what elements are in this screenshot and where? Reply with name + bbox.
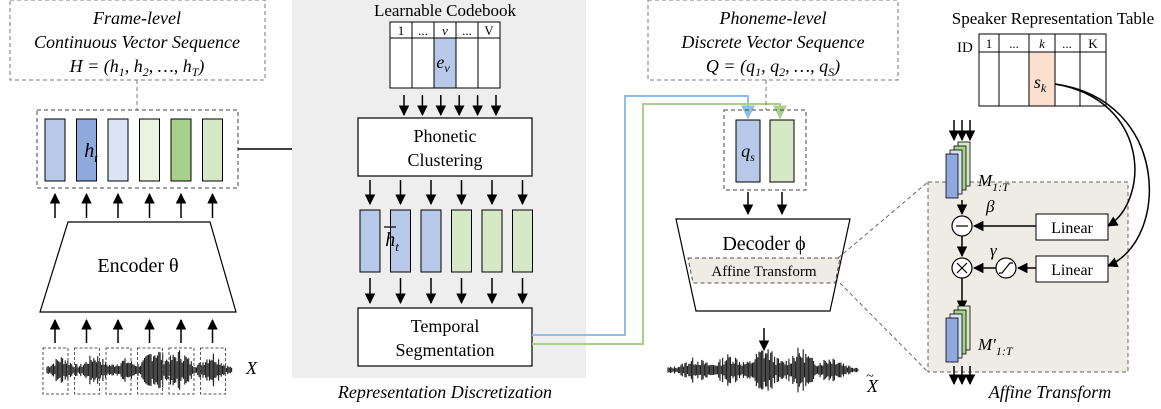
frame-vector <box>170 118 192 182</box>
linear1-label: Linear <box>1051 220 1093 237</box>
input-frame-window <box>168 347 195 395</box>
phoneme-vector-green <box>769 119 795 183</box>
waveform-trace <box>46 350 233 390</box>
linear1-box <box>1035 213 1109 241</box>
input-waveform <box>46 350 233 390</box>
speaker-to-linear1-curve <box>1054 83 1136 227</box>
speaker-index-dots-1: ... <box>1009 36 1019 51</box>
left-section: Frame-level Continuous Vector Sequence H… <box>9 0 357 395</box>
phonetic-clustering-box <box>357 117 533 177</box>
linear2-label: Linear <box>1051 262 1093 279</box>
waveform-trace <box>667 347 859 393</box>
gamma-label: γ <box>990 241 998 260</box>
quantized-vector <box>420 209 442 273</box>
speaker-table: 1 ... k ... K sk <box>978 33 1107 107</box>
input-frame-window <box>74 347 100 395</box>
frame-vector <box>139 118 160 182</box>
output-label: X~ <box>866 369 879 396</box>
frame-vectors <box>44 118 223 182</box>
segmentation-to-phoneme-green-line <box>532 103 787 345</box>
decoder-section: Phoneme-level Discrete Vector Sequence Q… <box>647 0 929 396</box>
output-waveform <box>667 347 859 393</box>
codebook-table: 1 ... v ... V ev <box>389 21 501 89</box>
beta-label: β <box>985 197 995 216</box>
codebook-down-arrows <box>398 95 502 117</box>
encoder-block <box>39 221 237 313</box>
frame-vector <box>107 118 129 182</box>
codebook-index-V: V <box>484 23 494 38</box>
codebook-index-v: v <box>442 23 448 38</box>
zoom-line-bottom <box>839 282 929 373</box>
phoneme-level-title: Phoneme-level <box>719 8 827 28</box>
m-prime-stack <box>945 305 971 363</box>
quantized-vector <box>390 209 411 273</box>
frame-vector <box>44 118 66 182</box>
affine-input-arrows <box>948 120 976 142</box>
speaker-entry <box>1028 51 1056 107</box>
clustering-down-arrows <box>364 180 528 206</box>
temporal-segmentation-line2: Segmentation <box>396 340 495 360</box>
decoder-label: Decoder ϕ <box>722 233 805 255</box>
speaker-index-1: 1 <box>986 36 993 51</box>
phoneme-level-formula: Q = (q1, q2, …, qS) <box>706 56 840 79</box>
input-frame-window <box>42 347 69 395</box>
zoom-line-top <box>837 181 929 259</box>
input-frame-window <box>105 347 132 395</box>
encoder-label: Encoder θ <box>97 255 178 277</box>
speaker-table-title: Speaker Representation Table <box>952 9 1154 28</box>
quantized-vector <box>359 209 381 273</box>
quantized-vector <box>451 209 472 273</box>
frame-level-title: Frame-level <box>92 8 181 28</box>
speaker-section: Speaker Representation Table ID 1 ... k … <box>927 9 1154 402</box>
codebook-title: Learnable Codebook <box>374 1 517 20</box>
frame-level-formula: H = (h1, h2, …, hT) <box>69 56 205 79</box>
speaker-index-k: k <box>1039 36 1045 51</box>
input-frame-window <box>200 347 226 395</box>
quantized-vector <box>512 209 533 273</box>
codebook-index-dots-1: ... <box>418 23 428 38</box>
frame-level-subtitle: Continuous Vector Sequence <box>34 32 240 52</box>
speaker-index-K: K <box>1088 36 1098 51</box>
input-frames <box>42 347 226 395</box>
input-frame-window <box>137 347 163 395</box>
speaker-table-id-label: ID <box>957 40 973 56</box>
quantized-vector <box>481 209 503 273</box>
codebook-index-dots-2: ... <box>462 23 472 38</box>
phoneme-vectors-box <box>723 109 807 191</box>
input-up-arrows <box>49 318 218 343</box>
affine-transform-inner-box <box>687 257 841 284</box>
linear2-box <box>1035 255 1109 283</box>
frame-vector <box>76 118 97 182</box>
representation-discretization-section: Learnable Codebook 1 ... v ... V ev Phon… <box>292 0 787 402</box>
quantized-vectors <box>359 209 533 273</box>
speaker-to-linear2-curve <box>1054 83 1151 268</box>
phoneme-level-label-box <box>647 0 899 81</box>
affine-panel-caption: Affine Transform <box>988 382 1112 402</box>
affine-output-arrows <box>948 366 976 386</box>
phonetic-clustering-line1: Phonetic <box>414 126 477 146</box>
phonetic-clustering-line2: Clustering <box>408 150 483 170</box>
temporal-segmentation-box <box>357 307 533 367</box>
codebook-index-1: 1 <box>398 23 405 38</box>
discretization-caption: Representation Discretization <box>337 382 552 402</box>
input-label: X <box>245 358 258 378</box>
m-stack <box>945 141 971 199</box>
phoneme-vector-blue <box>735 119 761 183</box>
quantized-down-arrows <box>364 278 528 305</box>
phoneme-level-subtitle: Discrete Vector Sequence <box>680 32 864 52</box>
affine-transform-inner-label: Affine Transform <box>711 264 816 280</box>
speaker-index-dots-2: ... <box>1062 36 1072 51</box>
temporal-segmentation-line1: Temporal <box>411 316 480 336</box>
frame-vector <box>202 118 223 182</box>
frame-up-arrows <box>49 192 218 218</box>
